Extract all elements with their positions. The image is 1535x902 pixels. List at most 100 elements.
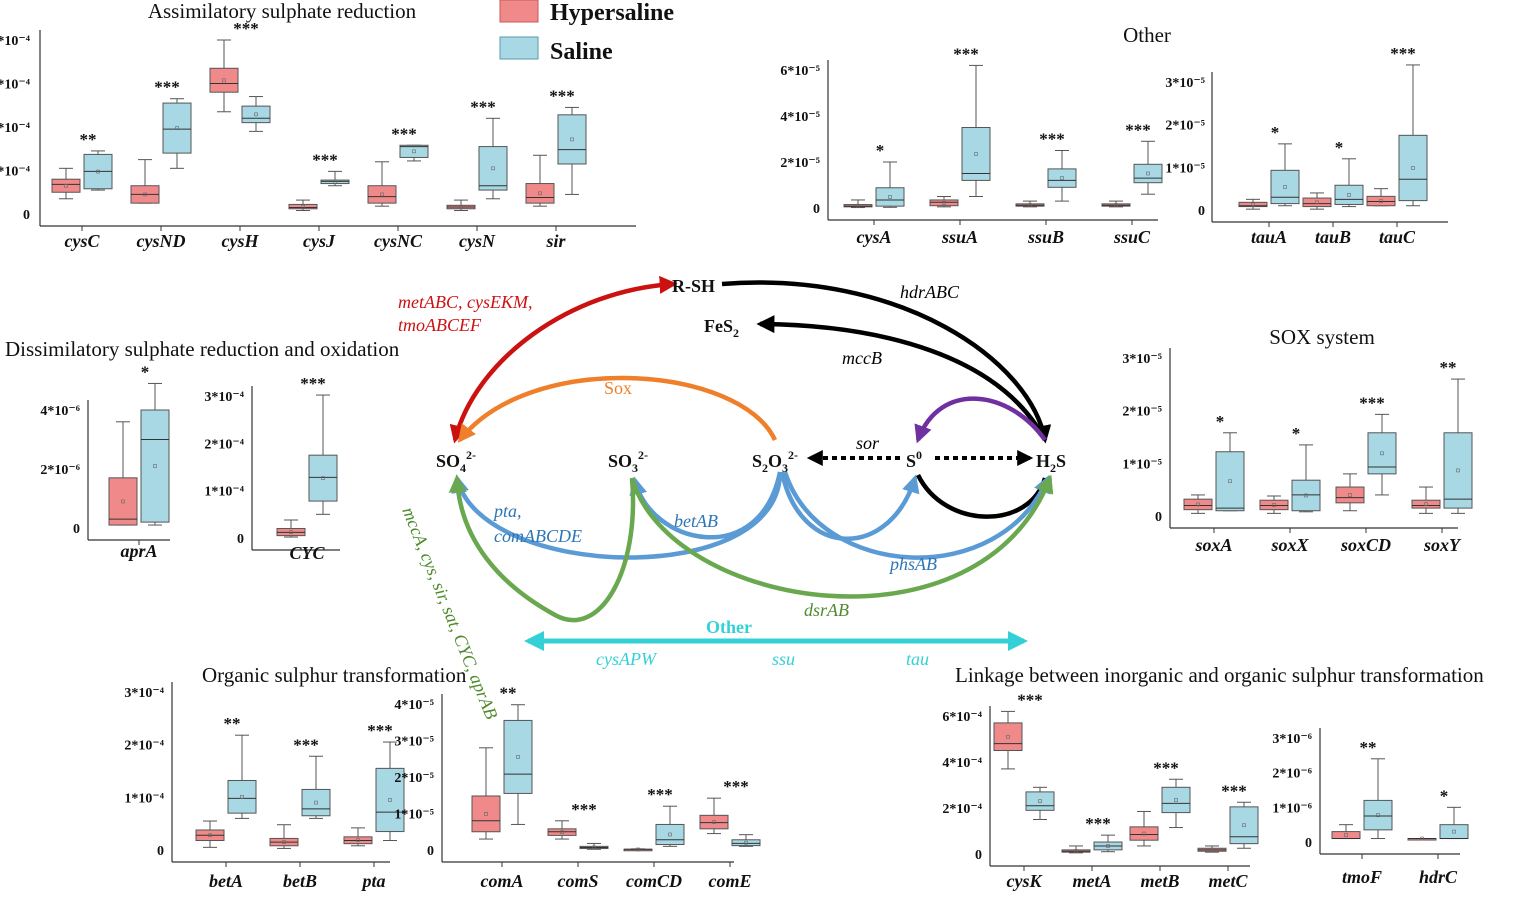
label-betab: betAB (674, 511, 718, 531)
compound-fes2: FeS2 (704, 316, 739, 340)
label-green-genes: mccA, cys, sir, sat, CYC, aprAB (398, 504, 502, 722)
compound-so3: SO32- (608, 448, 648, 475)
significance-label: *** (1153, 758, 1179, 777)
y-tick-label: 1*10⁻⁴ (0, 165, 31, 180)
y-tick-label: 3*10⁻⁵ (1122, 352, 1162, 367)
box-hypersaline (1259, 499, 1289, 511)
significance-label: *** (571, 800, 597, 819)
category-label: betB (283, 871, 317, 891)
mean-marker (744, 840, 748, 845)
y-tick-label: 1*10⁻⁴ (204, 485, 244, 500)
category-label: cysND (137, 231, 186, 251)
mean-marker (484, 812, 488, 816)
y-tick-label: 1*10⁻⁵ (394, 808, 434, 823)
box-saline (1367, 432, 1397, 475)
box-hypersaline (288, 203, 318, 210)
label-phsab: phsAB (888, 554, 937, 574)
y-tick-label: 3*10⁻⁵ (1165, 76, 1205, 91)
mean-marker (459, 205, 463, 209)
arrow-orange-s2o3-so4 (457, 375, 778, 443)
significance-label: *** (953, 44, 979, 63)
box-saline (140, 409, 170, 523)
category-label: pta (360, 871, 385, 891)
label-other: Other (706, 617, 752, 637)
mean-marker (712, 820, 716, 824)
category-label: comCD (626, 871, 682, 891)
significance-label: *** (300, 374, 326, 393)
mean-marker (121, 499, 125, 504)
mean-marker (240, 795, 244, 799)
y-tick-label: 2*10⁻⁴ (204, 437, 244, 452)
box-hypersaline (1411, 499, 1441, 509)
box-saline (1133, 163, 1163, 184)
mean-marker (96, 169, 100, 174)
significance-label: *** (1085, 814, 1111, 833)
category-label: cysNC (374, 231, 423, 251)
panel-title: SOX system (1269, 325, 1375, 349)
significance-label: * (1271, 123, 1280, 142)
arrow-green-so3-so4 (448, 474, 636, 623)
mean-marker (64, 183, 68, 188)
y-tick-label: 2*10⁻⁶ (1272, 767, 1312, 782)
arrow-purple-h2s-s0 (914, 396, 1047, 444)
compound-rsh: R-SH (672, 276, 715, 296)
mean-marker (1411, 166, 1415, 170)
box-saline (1229, 806, 1259, 845)
box-saline (399, 144, 429, 158)
compound-h2s: H2S (1036, 451, 1066, 475)
significance-label: *** (470, 97, 496, 116)
y-tick-label: 4*10⁻⁴ (942, 756, 982, 771)
y-tick-label: 0 (813, 202, 820, 217)
mean-marker (1074, 849, 1078, 853)
panel-linkage-tmof-hdrc: 0 1*10⁻⁶ 2*10⁻⁶ 3*10⁻⁶ tmoF ** hdrC * (1272, 728, 1469, 887)
label-pta: pta, (492, 501, 522, 521)
category-label: tmoF (1342, 867, 1382, 887)
mean-marker (570, 137, 574, 142)
mean-marker (538, 191, 542, 196)
mean-marker (1344, 833, 1348, 837)
significance-label: *** (1390, 44, 1416, 63)
panel-dissimilatory-apra: Dissimilatory sulphate reduction and oxi… (5, 337, 400, 561)
category-label: ssuB (1027, 227, 1064, 247)
mean-marker (856, 203, 860, 208)
box-saline (503, 719, 533, 794)
y-tick-label: 6*10⁻⁵ (780, 64, 820, 79)
box-hypersaline (699, 814, 729, 830)
mean-marker (1315, 200, 1319, 205)
panel-assimilatory-sulphate-reduction: Assimilatory sulphate reduction 0 1*10⁻⁴ 2… (0, 0, 636, 251)
mean-marker (208, 833, 212, 838)
label-hdrabc: hdrABC (900, 282, 960, 302)
legend-label-saline: Saline (550, 39, 613, 65)
mean-marker (356, 838, 360, 843)
y-tick-label: 3*10⁻⁶ (1272, 732, 1312, 747)
label-sox: Sox (604, 378, 632, 398)
mean-marker (289, 530, 293, 534)
box-saline (961, 127, 991, 181)
category-label: ssuC (1113, 227, 1151, 247)
arrow-green-so3-h2s (629, 474, 1054, 599)
y-tick-label: 2*10⁻⁶ (40, 463, 80, 478)
category-label: tauC (1379, 227, 1416, 247)
category-label: comS (557, 871, 598, 891)
panel-linkage-cys-met: Linkage between inorganic and organic su… (942, 663, 1484, 891)
y-tick-label: 0 (1155, 510, 1162, 525)
panel-title: Linkage between inorganic and organic su… (955, 663, 1484, 687)
panel-title: Organic sulphur transformation (202, 663, 467, 687)
mean-marker (1146, 171, 1150, 176)
y-tick-label: 0 (73, 522, 80, 537)
box-saline (375, 767, 405, 833)
y-tick-label: 0 (157, 844, 164, 859)
mean-marker (1028, 203, 1032, 207)
box-hypersaline (471, 795, 501, 833)
box-hypersaline (367, 185, 397, 204)
category-label: tauB (1315, 227, 1351, 247)
mean-marker (668, 832, 672, 837)
box-saline (227, 779, 257, 814)
y-tick-label: 6*10⁻⁴ (942, 710, 982, 725)
y-tick-label: 2*10⁻⁵ (1165, 119, 1205, 134)
category-label: metB (1141, 871, 1180, 891)
y-tick-label: 0 (23, 208, 30, 223)
category-label: metC (1209, 871, 1249, 891)
significance-label: * (1216, 412, 1225, 431)
category-label: cysA (857, 227, 892, 247)
